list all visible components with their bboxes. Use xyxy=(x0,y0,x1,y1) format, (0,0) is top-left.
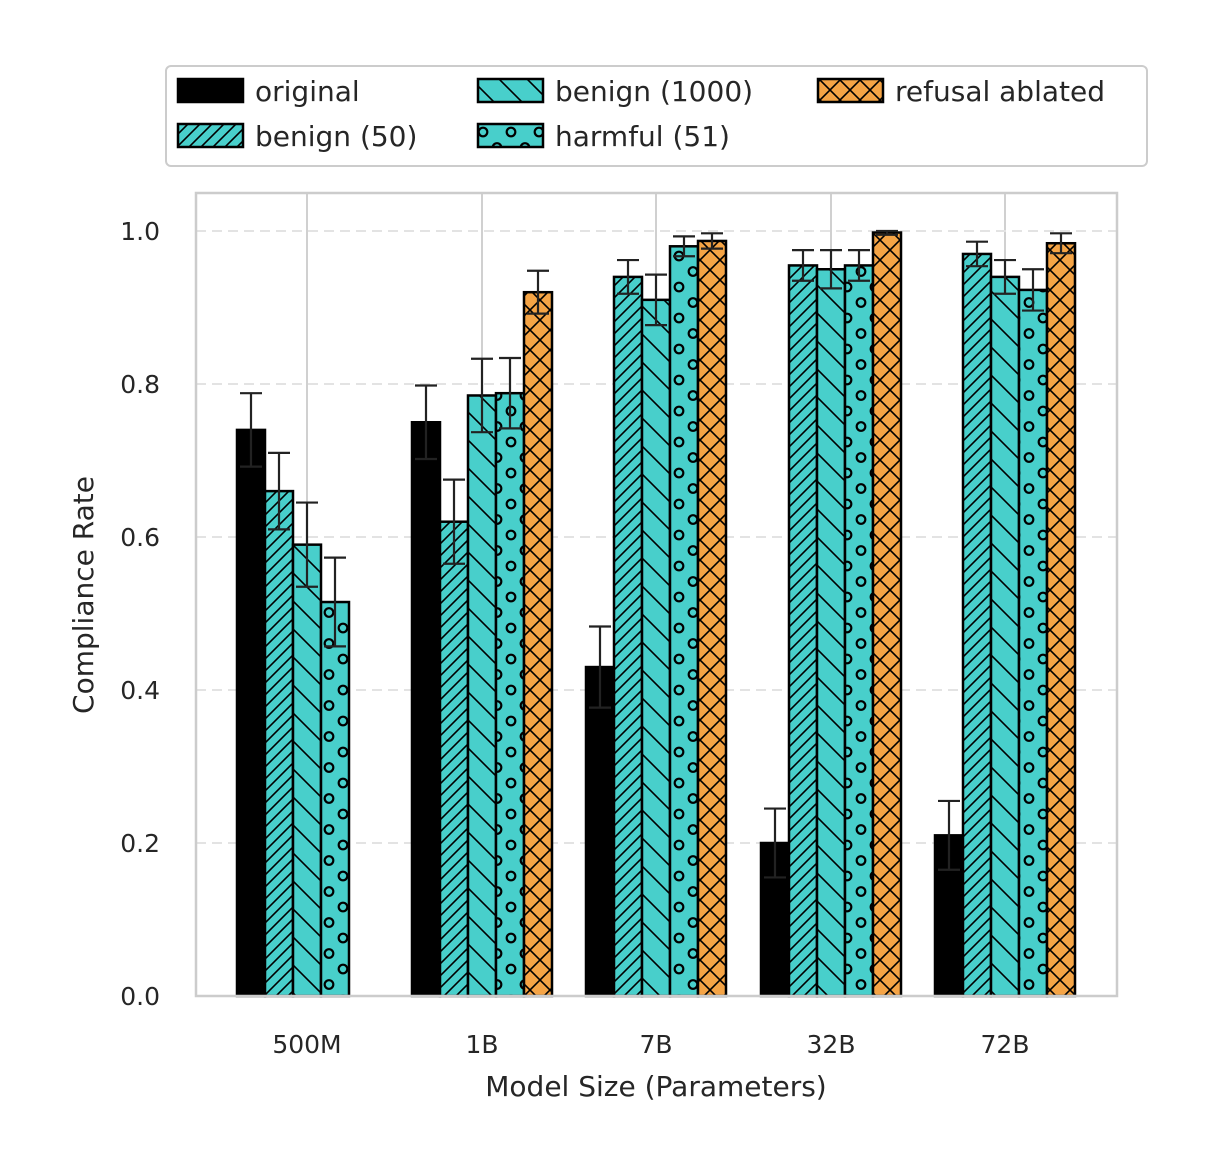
errorbar-1b-benign-50 xyxy=(443,478,465,565)
errorbar-500m-benign-50 xyxy=(268,451,290,531)
bar-1b-harmful-51-hatch xyxy=(496,393,524,996)
legend-swatch-outline xyxy=(816,77,885,104)
legend-swatch-outline xyxy=(176,122,245,149)
errorbar-500m-harmful-51 xyxy=(324,556,346,648)
bar-32b-harmful-51-hatch xyxy=(845,265,873,996)
errorbar-72b-benign-50 xyxy=(966,240,988,268)
bar-7b-benign-50-hatch xyxy=(614,276,642,996)
legend-item-refusal-ablated: refusal ablated xyxy=(816,75,1105,108)
legend-label: benign (50) xyxy=(255,120,417,153)
y-tick-label: 0.8 xyxy=(120,370,160,399)
legend-swatch-outline xyxy=(476,122,545,149)
y-tick-label: 1.0 xyxy=(120,217,160,246)
y-tick-label: 0.4 xyxy=(120,676,160,705)
bar-72b-benign-1000-hatch xyxy=(991,276,1019,996)
errorbar-500m-benign-1000 xyxy=(296,501,318,588)
errorbar-32b-benign-1000 xyxy=(820,249,842,290)
errorbar-32b-harmful-51 xyxy=(848,249,870,282)
x-tick-label: 32B xyxy=(807,1030,856,1059)
errorbar-72b-harmful-51 xyxy=(1022,268,1044,312)
legend-label: original xyxy=(255,75,360,108)
bar-500m-benign-50-hatch xyxy=(265,491,293,996)
bar-32b-refusal-ablated-hatch xyxy=(873,232,901,996)
errorbar-1b-harmful-51 xyxy=(499,356,521,430)
legend-label: refusal ablated xyxy=(895,75,1105,108)
plot-area: 0.0 0.2 0.4 0.6 0.8 1.0 500M 1B 7B 32B 72B xyxy=(120,191,1119,1059)
bar-500m-original xyxy=(237,429,265,996)
x-tick-label: 72B xyxy=(981,1030,1030,1059)
bar-72b-benign-50-hatch xyxy=(963,253,991,996)
errorbar-7b-benign-1000 xyxy=(645,273,667,327)
errorbar-1b-benign-1000 xyxy=(471,357,493,434)
legend-swatch-hatch xyxy=(178,124,243,147)
bar-7b-harmful-51-hatch xyxy=(670,246,698,997)
bar-1b-original xyxy=(412,422,440,996)
bar-7b-original xyxy=(586,667,614,996)
y-tick-label: 0.0 xyxy=(120,982,160,1011)
legend-swatch-hatch xyxy=(478,79,543,102)
legend-swatch-outline xyxy=(476,77,545,104)
bar-1b-benign-1000-hatch xyxy=(468,395,496,997)
bar-72b-refusal-ablated-hatch xyxy=(1047,243,1075,997)
x-axis-title: Model Size (Parameters) xyxy=(485,1070,826,1103)
errorbar-7b-harmful-51 xyxy=(673,235,695,258)
x-tick-label: 7B xyxy=(639,1030,672,1059)
x-tick-label: 1B xyxy=(465,1030,498,1059)
legend-item-harmful-51: harmful (51) xyxy=(476,120,730,153)
errorbar-72b-benign-1000 xyxy=(994,258,1016,295)
legend-swatch-hatch xyxy=(478,124,543,147)
legend-swatch xyxy=(178,79,243,102)
y-axis-title: Compliance Rate xyxy=(67,476,100,714)
x-tick-label: 500M xyxy=(272,1030,341,1059)
legend-item-original: original xyxy=(176,75,360,108)
bar-500m-harmful-51-hatch xyxy=(321,602,349,996)
errorbar-7b-benign-50 xyxy=(617,258,639,295)
legend-label: benign (1000) xyxy=(555,75,753,108)
errorbar-72b-refusal-ablated xyxy=(1050,232,1072,255)
bar-7b-benign-1000-hatch xyxy=(642,299,670,997)
errorbar-7b-refusal-ablated xyxy=(701,232,723,250)
legend: original benign (50) benign (1000) harmful … xyxy=(165,65,1148,167)
errorbar-72b-original xyxy=(938,799,960,871)
errorbar-1b-refusal-ablated xyxy=(527,269,549,315)
bar-32b-benign-50-hatch xyxy=(789,265,817,996)
bar-72b-harmful-51-hatch xyxy=(1019,289,1047,996)
errorbar-32b-refusal-ablated xyxy=(876,229,898,236)
legend-frame xyxy=(165,65,1148,167)
errorbar-500m-original xyxy=(240,392,262,468)
y-tick-label: 0.6 xyxy=(120,523,160,552)
y-tick-label: 0.2 xyxy=(120,829,160,858)
bar-32b-benign-1000-hatch xyxy=(817,269,845,996)
errorbar-32b-benign-50 xyxy=(792,249,814,282)
legend-swatch-hatch xyxy=(818,79,883,102)
legend-swatch-outline xyxy=(176,77,245,104)
bar-1b-benign-50-hatch xyxy=(440,521,468,996)
legend-item-benign-1000: benign (1000) xyxy=(476,75,753,108)
errorbar-1b-original xyxy=(415,384,437,461)
bar-7b-refusal-ablated-hatch xyxy=(698,240,726,996)
bar-1b-refusal-ablated-hatch xyxy=(524,292,552,996)
errorbar-7b-original xyxy=(589,625,611,709)
bar-500m-benign-1000-hatch xyxy=(293,544,321,996)
errorbar-32b-original xyxy=(764,807,786,879)
plot-frame xyxy=(194,191,1119,998)
legend-label: harmful (51) xyxy=(555,120,730,153)
legend-item-benign-50: benign (50) xyxy=(176,120,417,153)
